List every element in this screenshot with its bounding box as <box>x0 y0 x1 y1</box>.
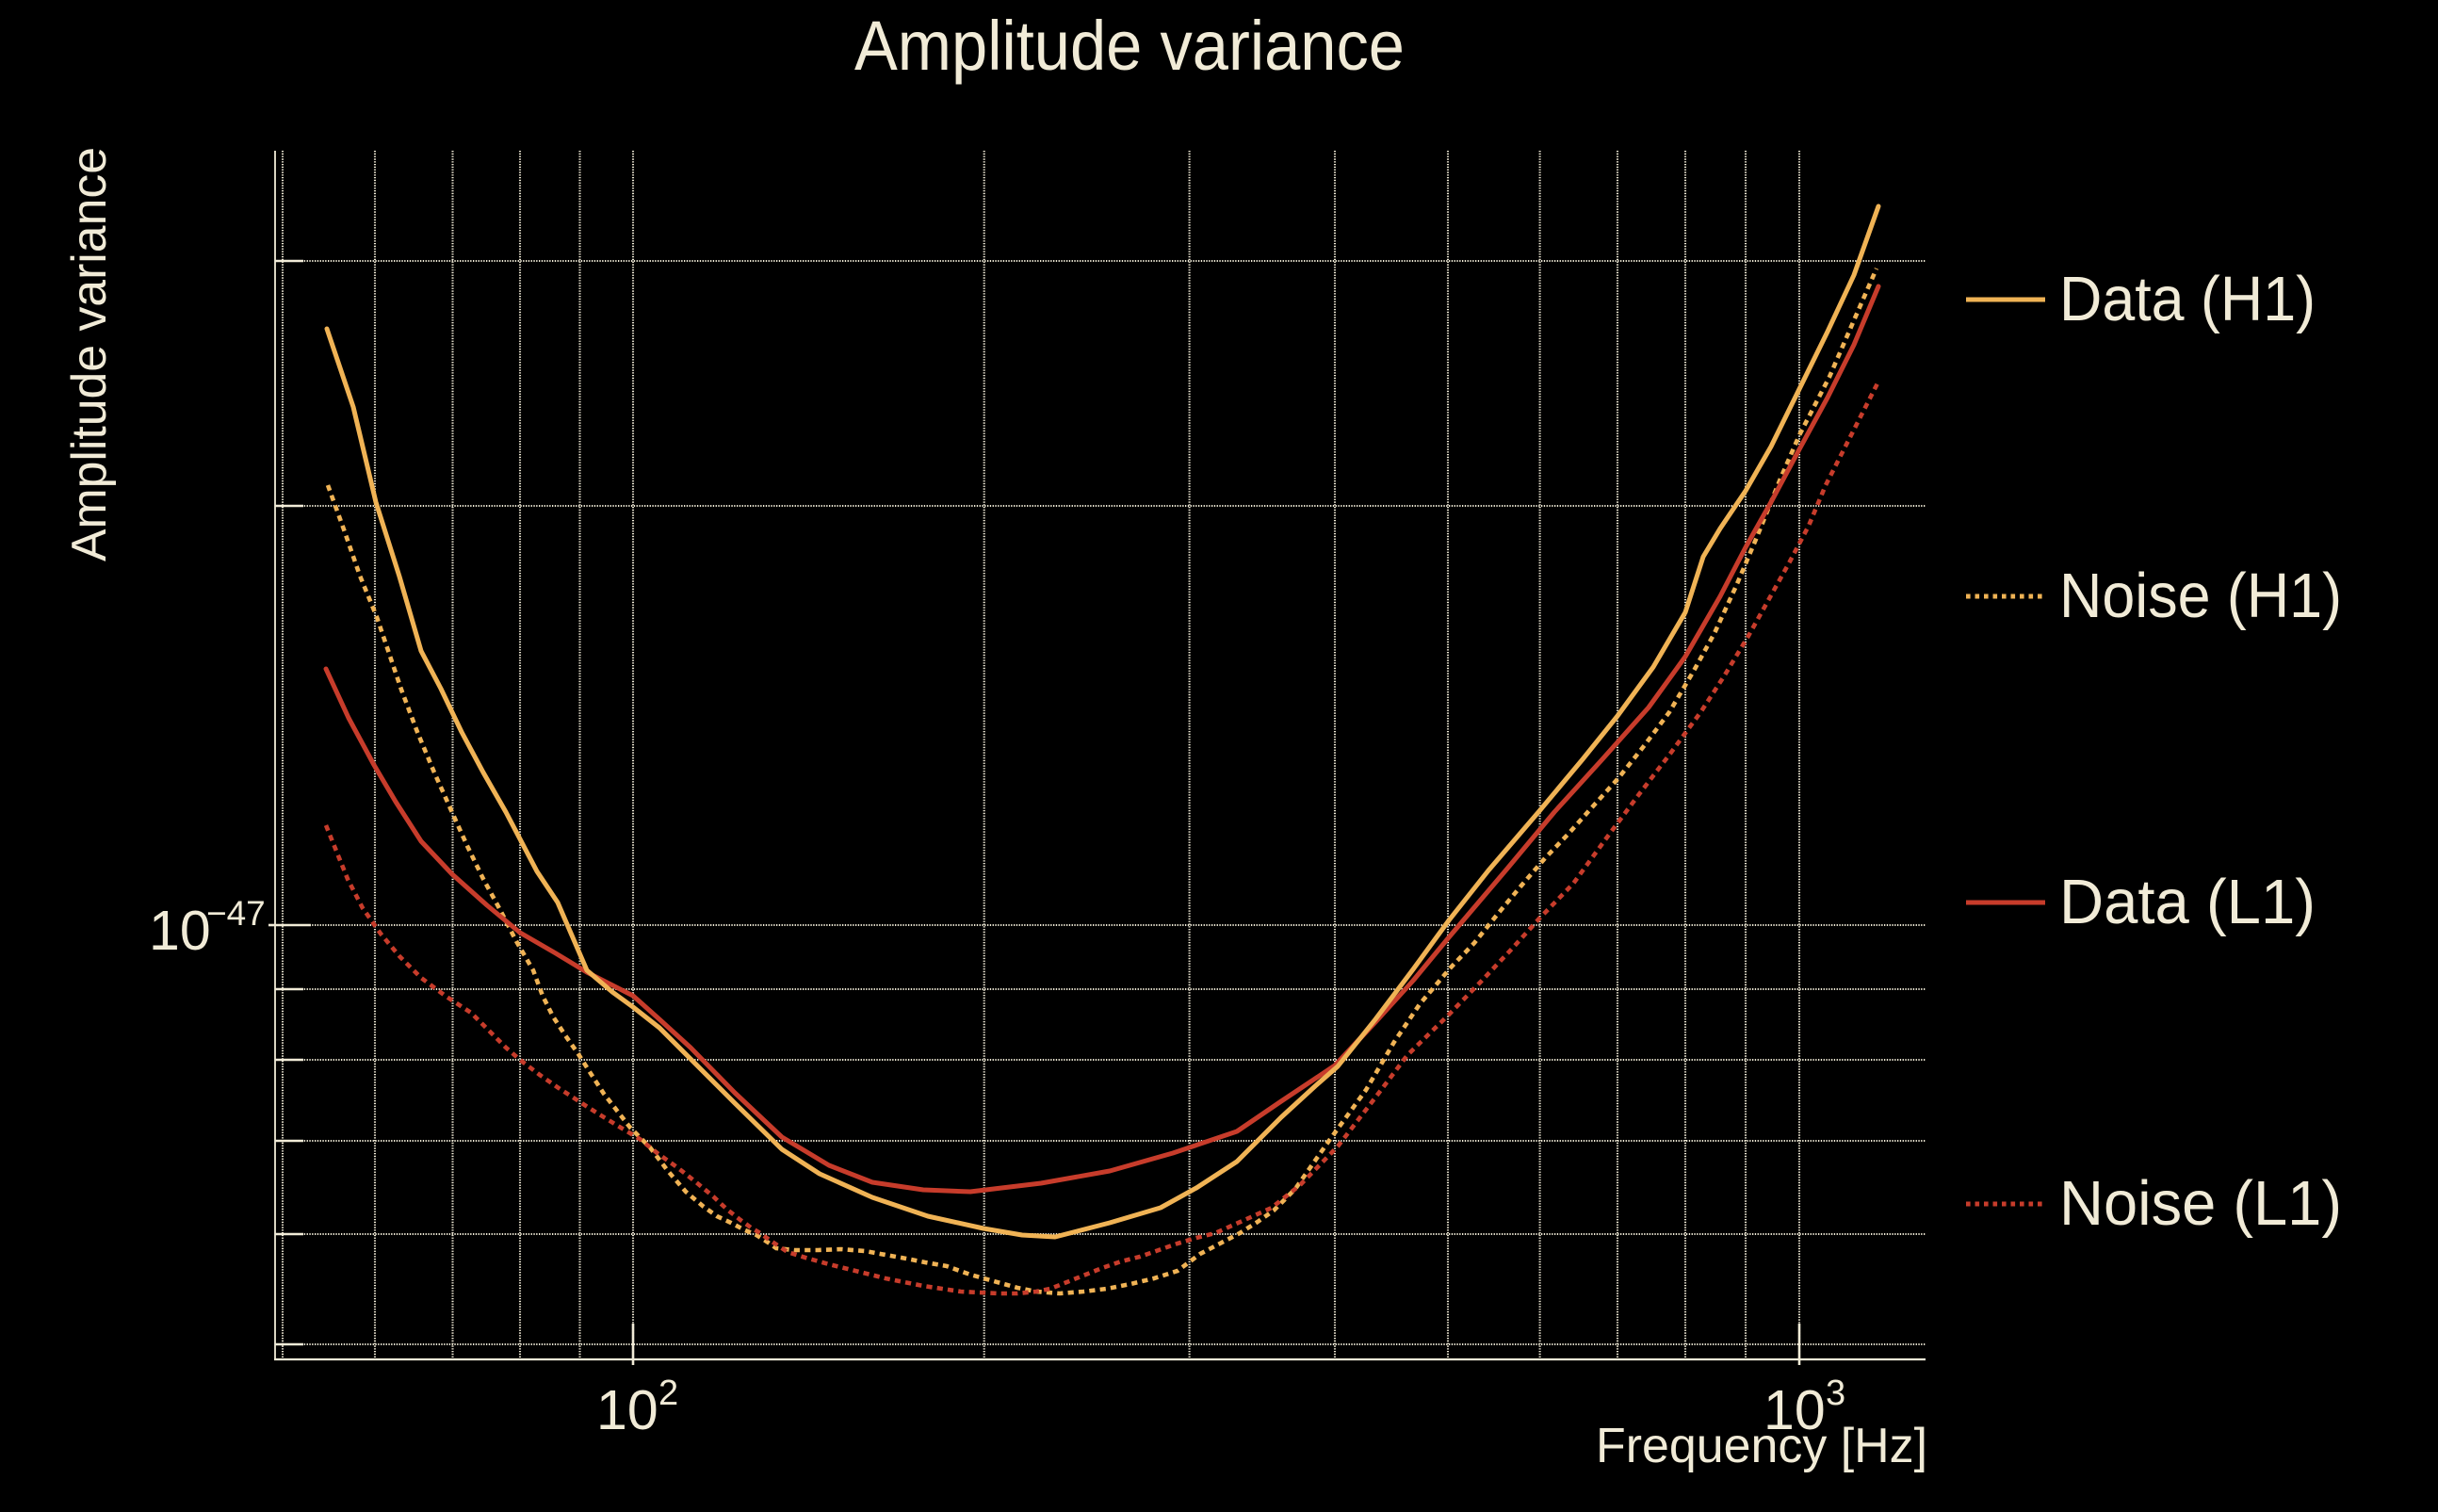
svg-text:−47: −47 <box>206 894 266 933</box>
svg-text:2: 2 <box>658 1374 678 1413</box>
svg-text:Frequency [Hz]: Frequency [Hz] <box>1596 1419 1927 1473</box>
svg-text:10: 10 <box>596 1379 658 1441</box>
svg-text:Noise (H1): Noise (H1) <box>2059 561 2342 631</box>
svg-text:Amplitude variance: Amplitude variance <box>854 7 1405 85</box>
svg-text:Data (L1): Data (L1) <box>2059 867 2316 937</box>
svg-text:10: 10 <box>149 900 211 962</box>
svg-text:Noise (L1): Noise (L1) <box>2059 1168 2342 1239</box>
svg-text:Amplitude variance: Amplitude variance <box>62 147 117 561</box>
svg-text:10: 10 <box>1763 1379 1826 1441</box>
svg-text:Data (H1): Data (H1) <box>2059 264 2316 334</box>
svg-text:3: 3 <box>1826 1374 1845 1413</box>
